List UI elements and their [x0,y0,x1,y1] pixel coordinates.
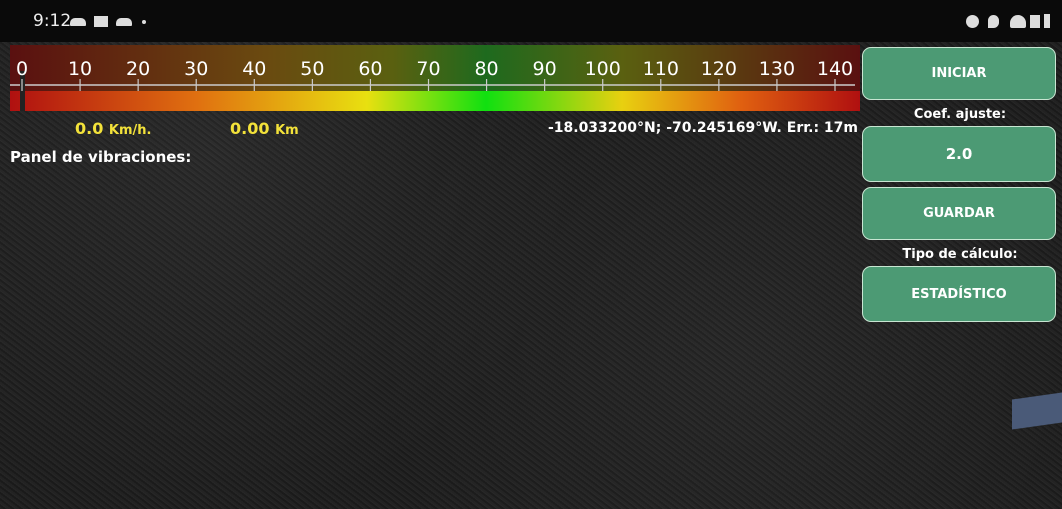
gauge-tick-label: 50 [300,58,324,80]
distance-readout: 0.00 Km [230,119,299,138]
save-button[interactable]: GUARDAR [862,187,1056,240]
gauge-tick-label: 30 [184,58,208,80]
clock: 9:12 [33,11,71,31]
gauge-color-strip [10,91,860,111]
distance-unit: Km [275,123,299,138]
signal-icon [1030,15,1040,28]
speed-unit: Km/h. [109,123,152,138]
app-screen: 9:12 010203040506070809010 [0,0,1062,509]
start-button[interactable]: INICIAR [862,47,1056,100]
alarm-icon [966,15,979,28]
gauge-tick-label: 20 [126,58,150,80]
wifi-icon [1010,15,1026,28]
gauge-tick-label: 120 [701,58,737,80]
panel-title: Panel de vibraciones: [10,148,191,166]
gauge-tick-label: 40 [242,58,266,80]
gps-position: -18.033200°N; -70.245169°W. Err.: 17m [548,120,858,136]
gauge-tick-label: 110 [643,58,679,80]
gauge-tick-label: 60 [358,58,382,80]
coef-input[interactable]: 2.0 [862,126,1056,182]
app-icon [94,16,108,27]
gauge-tick-label: 10 [68,58,92,80]
speed-value: 0.0 [75,119,103,138]
object-in-view [1012,392,1062,429]
gauge-tick-label: 0 [16,58,28,80]
gauge-tick-label: 140 [817,58,853,80]
speed-gauge: 0 10 20 30 40 50 60 70 80 90 100 110 120 130 140 [10,45,860,111]
status-bar: 9:12 [0,0,1062,42]
speed-readout: 0.0 Km/h. [75,119,151,138]
calc-label: Tipo de cálculo: [862,247,1058,262]
coef-label: Coef. ajuste: [862,107,1058,122]
dot-icon [142,20,146,24]
gauge-tick-label: 80 [474,58,498,80]
cloud-icon [70,18,86,26]
distance-value: 0.00 [230,119,269,138]
calc-button[interactable]: ESTADÍSTICO [862,266,1056,322]
gauge-tick-label: 90 [533,58,557,80]
gauge-tick-label: 130 [759,58,795,80]
location-icon [988,15,999,28]
gauge-tick-label: 70 [416,58,440,80]
battery-icon [1044,14,1050,28]
cloud-icon [116,18,132,26]
gauge-tick-label: 100 [585,58,621,80]
